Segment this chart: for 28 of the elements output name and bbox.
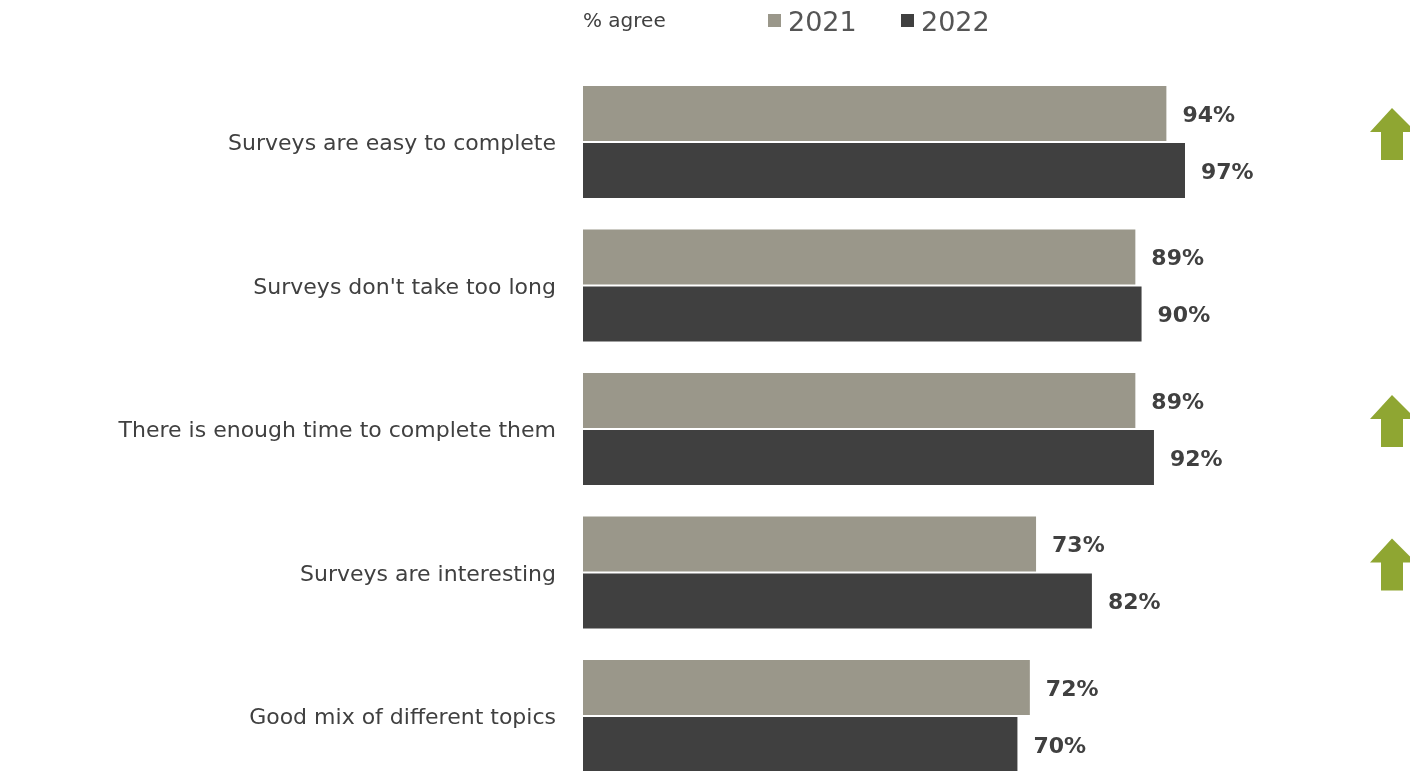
data-label: 97% — [1201, 158, 1254, 184]
legend-title: % agree — [583, 8, 666, 32]
data-label: 89% — [1151, 388, 1205, 414]
data-label: 70% — [1033, 732, 1087, 758]
data-label: 73% — [1052, 532, 1105, 557]
bar — [583, 286, 1142, 342]
data-label: 90% — [1157, 302, 1211, 327]
bar — [583, 717, 1018, 771]
y-tick-label: There is enough time to complete them — [117, 417, 556, 442]
bar — [583, 573, 1092, 629]
bar — [583, 660, 1030, 715]
data-label: 89% — [1151, 245, 1205, 270]
bar — [583, 143, 1185, 198]
data-label: 92% — [1169, 445, 1223, 471]
y-tick-label: Surveys don't take too long — [253, 273, 556, 299]
y-tick-label: Good mix of different topics — [249, 704, 556, 729]
legend-label: 2021 — [788, 6, 857, 37]
bar — [583, 516, 1037, 572]
data-label: 72% — [1045, 675, 1099, 701]
bar — [583, 229, 1136, 285]
bar — [583, 86, 1167, 141]
data-label: 94% — [1182, 101, 1236, 127]
data-label: 82% — [1107, 589, 1161, 614]
y-tick-label: Surveys are easy to complete — [228, 130, 556, 155]
bar — [583, 373, 1136, 428]
bar — [583, 430, 1154, 485]
legend-label: 2022 — [921, 6, 990, 37]
y-tick-label: Surveys are interesting — [300, 560, 556, 586]
